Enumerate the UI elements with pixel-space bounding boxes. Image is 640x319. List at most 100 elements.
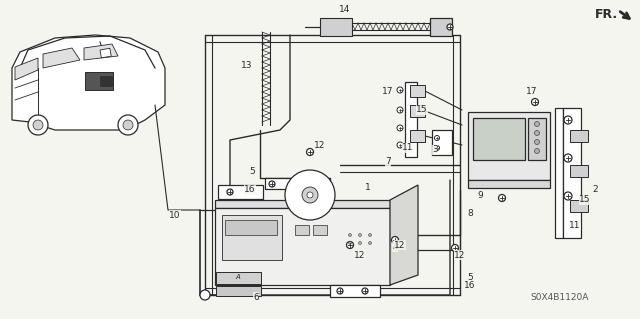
Text: 6: 6 [253,293,259,301]
Bar [216,286,261,296]
Circle shape [369,234,371,236]
Circle shape [33,120,43,130]
Text: 14: 14 [339,5,351,14]
Circle shape [435,136,440,140]
Bar [528,118,546,160]
Text: 15: 15 [416,106,428,115]
Text: 17: 17 [382,87,394,97]
Text: 5: 5 [249,167,255,176]
Polygon shape [215,200,390,208]
Polygon shape [15,58,38,80]
Bar [468,112,550,180]
Circle shape [397,142,403,148]
Circle shape [346,241,353,249]
Text: 3: 3 [432,145,438,154]
Circle shape [307,149,314,155]
Text: 8: 8 [467,209,473,218]
Circle shape [534,130,540,136]
Circle shape [564,116,572,124]
Circle shape [349,234,351,236]
Text: 2: 2 [592,186,598,195]
Circle shape [123,120,133,130]
Bar [430,18,452,36]
Bar [313,225,327,235]
Text: 7: 7 [385,158,391,167]
Circle shape [451,244,458,251]
Circle shape [337,288,343,294]
Bar [100,76,112,86]
Bar [320,18,352,36]
Bar [218,185,263,199]
Text: A: A [236,274,241,280]
Bar [405,82,417,157]
Circle shape [227,189,233,195]
Circle shape [118,115,138,135]
Text: 16: 16 [244,186,256,195]
Text: 13: 13 [241,61,253,70]
Bar [265,178,307,189]
Bar [410,130,425,142]
Circle shape [358,241,362,244]
Circle shape [397,87,403,93]
Text: 1: 1 [365,182,371,191]
Bar [570,200,588,212]
Circle shape [564,154,572,162]
Circle shape [362,288,368,294]
Text: 12: 12 [314,140,326,150]
Bar [410,85,425,97]
Polygon shape [12,35,165,130]
Text: 12: 12 [454,250,466,259]
Text: 10: 10 [169,211,180,219]
Circle shape [447,24,453,30]
Text: 12: 12 [394,241,406,249]
Text: 11: 11 [403,144,413,152]
Text: 11: 11 [569,220,580,229]
Bar [222,215,282,260]
Circle shape [435,145,440,151]
Bar [570,130,588,142]
Polygon shape [84,44,118,60]
Bar [410,105,425,117]
Circle shape [397,125,403,131]
Circle shape [307,192,313,198]
Text: FR.: FR. [595,9,618,21]
Text: 9: 9 [477,190,483,199]
Text: 4: 4 [392,242,398,251]
Circle shape [534,122,540,127]
Text: 12: 12 [355,250,365,259]
Circle shape [531,99,538,106]
Circle shape [349,241,351,244]
Bar [555,108,563,238]
Bar [432,130,452,155]
Circle shape [302,187,318,203]
Text: 16: 16 [464,280,476,290]
Text: 15: 15 [579,196,591,204]
Circle shape [397,107,403,113]
Bar [225,220,277,235]
Polygon shape [215,208,390,285]
Bar [563,108,581,238]
Circle shape [392,236,399,243]
Circle shape [28,115,48,135]
Polygon shape [43,48,80,68]
Circle shape [499,195,506,202]
Circle shape [269,181,275,187]
Bar [473,118,525,160]
Bar [295,225,309,235]
Circle shape [200,290,210,300]
Circle shape [369,241,371,244]
Text: S0X4B1120A: S0X4B1120A [530,293,588,302]
Bar [570,165,588,177]
Text: 5: 5 [467,272,473,281]
Circle shape [358,234,362,236]
Bar [85,72,113,90]
Circle shape [534,149,540,153]
Circle shape [285,170,335,220]
Bar [468,180,550,188]
Bar [330,285,380,297]
Bar [100,48,111,58]
Circle shape [534,139,540,145]
Circle shape [564,192,572,200]
Polygon shape [390,185,418,285]
Text: 17: 17 [526,87,538,97]
